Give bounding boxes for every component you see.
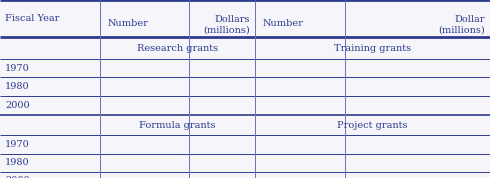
Text: Fiscal Year: Fiscal Year [5, 14, 59, 23]
Text: 1970: 1970 [5, 64, 30, 73]
Text: Number: Number [108, 19, 148, 28]
Text: 2000: 2000 [5, 101, 29, 110]
Text: Research grants: Research grants [137, 44, 218, 53]
Text: 1980: 1980 [5, 82, 29, 91]
Text: Dollar
(millions): Dollar (millions) [439, 15, 485, 35]
Text: Project grants: Project grants [337, 121, 408, 130]
Text: Formula grants: Formula grants [139, 121, 216, 130]
Text: 1970: 1970 [5, 140, 30, 149]
Text: Training grants: Training grants [334, 44, 411, 53]
Text: Number: Number [262, 19, 303, 28]
Text: Dollars
(millions): Dollars (millions) [203, 15, 250, 35]
Text: 2000: 2000 [5, 176, 29, 178]
Text: 1980: 1980 [5, 158, 29, 167]
